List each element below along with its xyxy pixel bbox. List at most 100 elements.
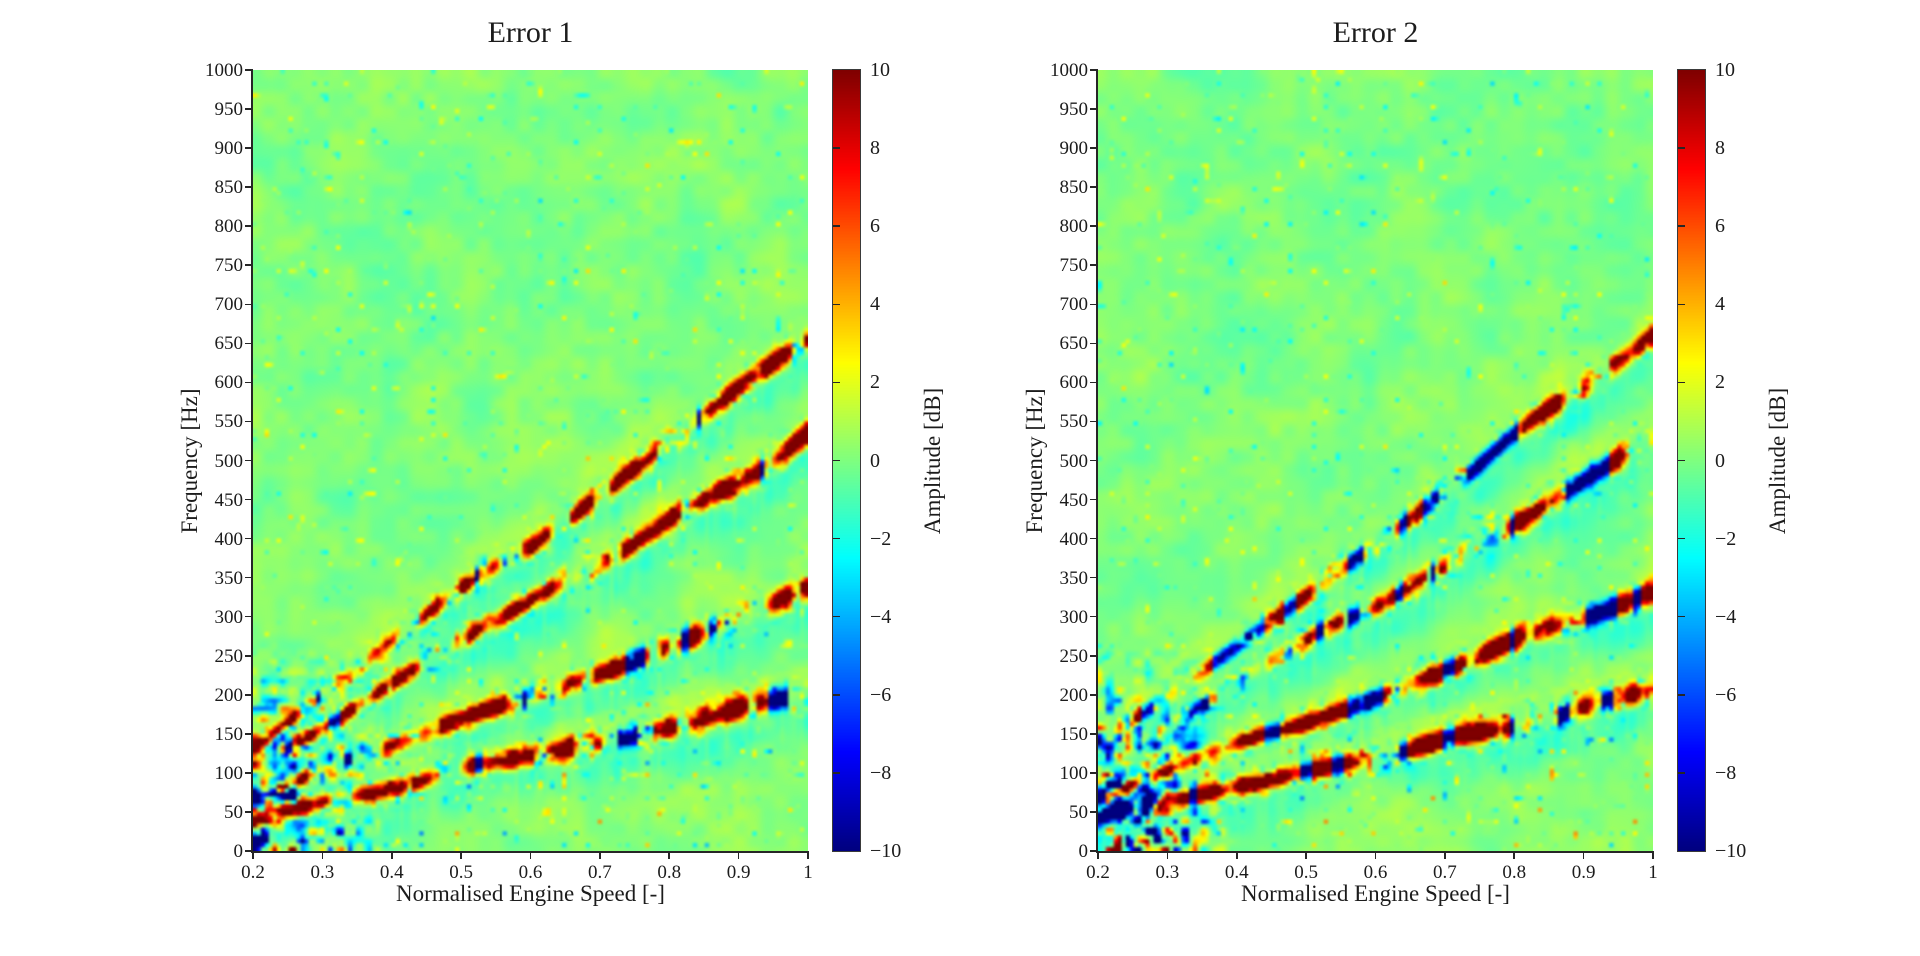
colorbar-tick-mark: [1678, 537, 1685, 540]
y-tick-label: 350: [214, 567, 244, 589]
y-tick-mark: [1090, 576, 1098, 579]
y-tick-label: 500: [1059, 450, 1089, 472]
y-tick-label: 900: [1059, 138, 1089, 160]
y-tick-label: 550: [214, 411, 244, 433]
y-tick-mark: [1090, 772, 1098, 774]
y-tick-label: 800: [214, 216, 244, 238]
colorbar-tick-label: −2: [1715, 527, 1737, 550]
x-tick-mark: [668, 851, 671, 859]
y-tick-mark: [1090, 147, 1098, 149]
x-tick-label: 0.9: [726, 862, 751, 883]
y-tick-label: 900: [214, 138, 244, 160]
x-tick-label: 0.7: [588, 862, 612, 883]
y-axis-line: [1096, 70, 1098, 853]
colorbar-tick-label: −4: [870, 605, 892, 628]
colorbar-tick-mark: [833, 459, 840, 462]
y-tick-label: 300: [214, 606, 244, 628]
x-tick-label: 0.6: [1363, 862, 1388, 883]
x-tick-label: 0.5: [449, 862, 473, 883]
y-tick-label: 150: [214, 723, 244, 745]
y-tick-mark: [1090, 850, 1098, 852]
y-tick-mark: [245, 264, 253, 267]
x-tick-mark: [737, 851, 740, 859]
y-tick-label: 750: [1059, 255, 1089, 277]
y-tick-label: 650: [1059, 333, 1089, 355]
y-tick-mark: [245, 147, 253, 149]
y-tick-label: 850: [1059, 177, 1089, 199]
y-tick-label: 750: [214, 255, 244, 277]
y-tick-mark: [245, 733, 253, 735]
x-tick-mark: [460, 851, 462, 859]
y-tick-label: 950: [1059, 99, 1089, 121]
y-tick-mark: [245, 342, 253, 345]
x-tick-mark: [1652, 851, 1654, 859]
colorbar-tick-label: −6: [870, 683, 892, 706]
x-tick-mark: [1305, 851, 1307, 859]
y-tick-label: 550: [1059, 411, 1089, 433]
x-tick-label: 0.6: [518, 862, 543, 883]
y-tick-mark: [1090, 694, 1098, 696]
colorbar-tick-label: −6: [1715, 683, 1737, 706]
y-tick-label: 450: [214, 489, 244, 511]
y-tick-mark: [245, 381, 253, 384]
colorbar-tick-label: 6: [870, 215, 880, 238]
colorbar-tick-label: 8: [1715, 137, 1725, 160]
x-tick-mark: [599, 851, 601, 859]
colorbar-tick-mark: [1678, 772, 1685, 774]
colorbar-label: Amplitude [dB]: [1765, 387, 1790, 534]
colorbar-tick-mark: [833, 772, 840, 774]
y-tick-label: 50: [224, 801, 243, 823]
y-tick-mark: [245, 420, 253, 423]
y-tick-label: 400: [214, 528, 244, 550]
colorbar-tick-mark: [833, 225, 840, 227]
y-tick-mark: [1090, 342, 1098, 345]
y-tick-mark: [245, 186, 253, 188]
colorbar-tick-mark: [833, 381, 840, 384]
colorbar-tick-label: 10: [870, 59, 890, 81]
y-tick-label: 950: [214, 99, 244, 121]
y-tick-mark: [245, 811, 253, 813]
x-tick-mark: [1166, 851, 1169, 859]
x-tick-mark: [1513, 851, 1516, 859]
y-tick-mark: [245, 498, 253, 501]
x-tick-label: 0.4: [379, 862, 404, 883]
y-tick-label: 0: [233, 841, 244, 862]
colorbar-tick-mark: [1678, 381, 1685, 384]
x-tick-label: 0.3: [310, 862, 335, 883]
y-tick-mark: [1090, 615, 1098, 618]
y-tick-label: 0: [1078, 841, 1089, 862]
y-tick-mark: [1090, 108, 1098, 110]
colorbar-tick-label: 4: [1715, 293, 1725, 316]
heatmap-image: [253, 70, 808, 851]
colorbar-tick-label: 8: [870, 137, 880, 160]
colorbar-tick-label: 6: [1715, 215, 1725, 238]
x-tick-mark: [807, 851, 809, 859]
y-tick-label: 350: [1059, 567, 1089, 589]
colorbar-tick-label: 2: [1715, 371, 1725, 394]
y-tick-label: 250: [1059, 645, 1089, 667]
y-tick-label: 100: [1059, 762, 1089, 784]
colorbar-tick-label: 4: [870, 293, 880, 316]
x-tick-label: 0.3: [1155, 862, 1180, 883]
y-tick-mark: [1090, 69, 1098, 71]
x-tick-mark: [529, 851, 532, 859]
x-tick-mark: [1235, 851, 1238, 859]
y-tick-mark: [245, 108, 253, 110]
y-tick-mark: [1090, 498, 1098, 501]
x-tick-label: 0.8: [1502, 862, 1527, 883]
plot-title: Error 1: [487, 16, 574, 49]
colorbar-tick-mark: [1678, 459, 1685, 462]
y-tick-label: 200: [1059, 684, 1089, 706]
colorbar-tick-mark: [833, 615, 840, 618]
y-tick-label: 150: [1059, 723, 1089, 745]
y-tick-mark: [245, 850, 253, 852]
x-tick-mark: [252, 851, 254, 859]
y-tick-label: 850: [214, 177, 244, 199]
y-tick-mark: [245, 303, 253, 306]
y-axis-line: [251, 70, 253, 853]
colorbar-tick-mark: [833, 147, 840, 149]
x-tick-label: 1: [1648, 862, 1658, 883]
y-tick-label: 50: [1069, 801, 1088, 823]
